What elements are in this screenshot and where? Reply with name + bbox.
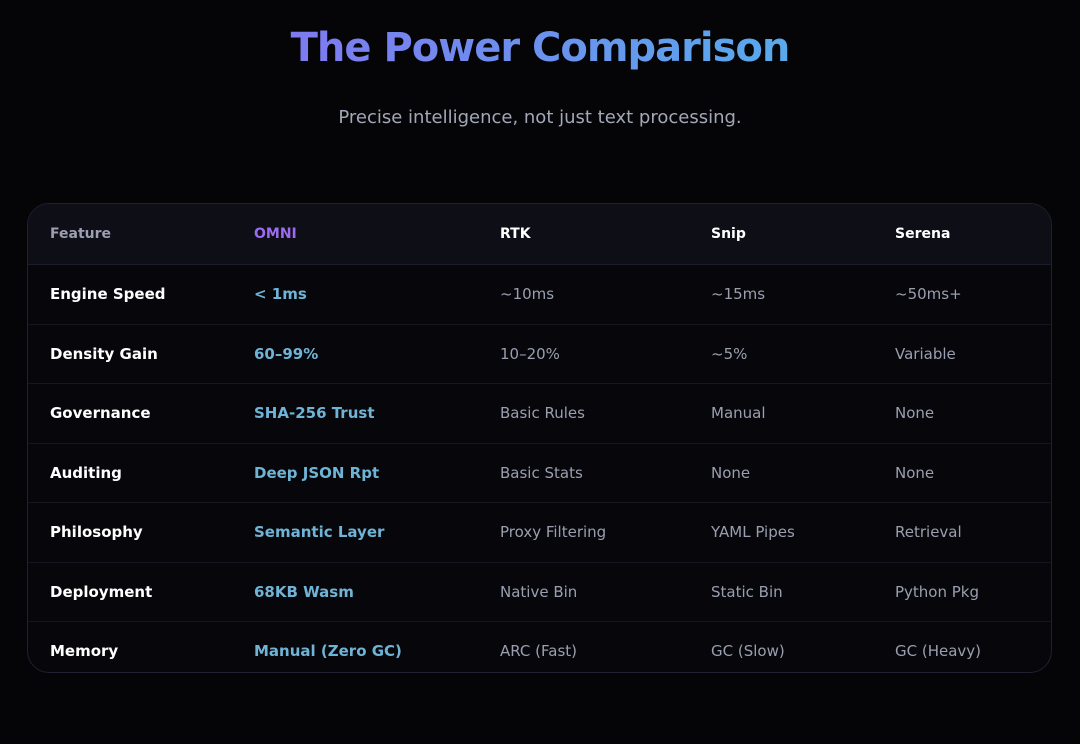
- table-row: Auditing Deep JSON Rpt Basic Stats None …: [28, 444, 1051, 503]
- omni-cell: 68KB Wasm: [254, 582, 354, 601]
- omni-cell: Semantic Layer: [254, 523, 385, 542]
- snip-cell: GC (Slow): [711, 642, 785, 661]
- table-row: Deployment 68KB Wasm Native Bin Static B…: [28, 563, 1051, 622]
- snip-cell: YAML Pipes: [711, 523, 795, 542]
- feature-cell: Philosophy: [50, 523, 143, 542]
- rtk-cell: Proxy Filtering: [500, 523, 607, 542]
- snip-cell: None: [711, 463, 751, 482]
- column-header-rtk: RTK: [500, 226, 531, 242]
- snip-cell: Manual: [711, 404, 766, 423]
- feature-cell: Deployment: [50, 582, 153, 601]
- omni-cell: 60–99%: [254, 344, 319, 363]
- table-row: Engine Speed < 1ms ~10ms ~15ms ~50ms+: [28, 265, 1051, 325]
- serena-cell: None: [895, 463, 935, 482]
- serena-cell: Variable: [895, 344, 956, 363]
- feature-cell: Density Gain: [50, 344, 158, 363]
- omni-cell: Manual (Zero GC): [254, 642, 402, 661]
- snip-cell: ~5%: [711, 344, 748, 363]
- serena-cell: None: [895, 404, 935, 423]
- omni-cell: SHA-256 Trust: [254, 404, 375, 423]
- rtk-cell: Basic Rules: [500, 404, 585, 423]
- omni-cell: < 1ms: [254, 285, 307, 304]
- serena-cell: GC (Heavy): [895, 642, 982, 661]
- rtk-cell: Native Bin: [500, 582, 578, 601]
- table-header-row: Feature OMNI RTK Snip Serena: [28, 204, 1051, 265]
- rtk-cell: 10–20%: [500, 344, 560, 363]
- serena-cell: Retrieval: [895, 523, 962, 542]
- column-header-feature: Feature: [50, 226, 111, 242]
- table-row: Philosophy Semantic Layer Proxy Filterin…: [28, 503, 1051, 563]
- feature-cell: Engine Speed: [50, 285, 166, 304]
- serena-cell: Python Pkg: [895, 582, 980, 601]
- feature-cell: Auditing: [50, 463, 122, 482]
- feature-cell: Governance: [50, 404, 151, 423]
- table-row: Density Gain 60–99% 10–20% ~5% Variable: [28, 325, 1051, 384]
- rtk-cell: ARC (Fast): [500, 642, 578, 661]
- page-subtitle: Precise intelligence, not just text proc…: [338, 107, 742, 128]
- column-header-omni: OMNI: [254, 226, 297, 242]
- column-header-snip: Snip: [711, 226, 746, 242]
- rtk-cell: Basic Stats: [500, 463, 583, 482]
- rtk-cell: ~10ms: [500, 285, 555, 304]
- comparison-table: Feature OMNI RTK Snip Serena Engine Spee…: [27, 203, 1052, 673]
- serena-cell: ~50ms+: [895, 285, 962, 304]
- page-title: The Power Comparison: [0, 22, 1080, 74]
- omni-cell: Deep JSON Rpt: [254, 463, 380, 482]
- column-header-serena: Serena: [895, 226, 951, 242]
- snip-cell: Static Bin: [711, 582, 783, 601]
- snip-cell: ~15ms: [711, 285, 766, 304]
- table-row: Governance SHA-256 Trust Basic Rules Man…: [28, 384, 1051, 444]
- feature-cell: Memory: [50, 642, 119, 661]
- table-row: Memory Manual (Zero GC) ARC (Fast) GC (S…: [28, 622, 1051, 672]
